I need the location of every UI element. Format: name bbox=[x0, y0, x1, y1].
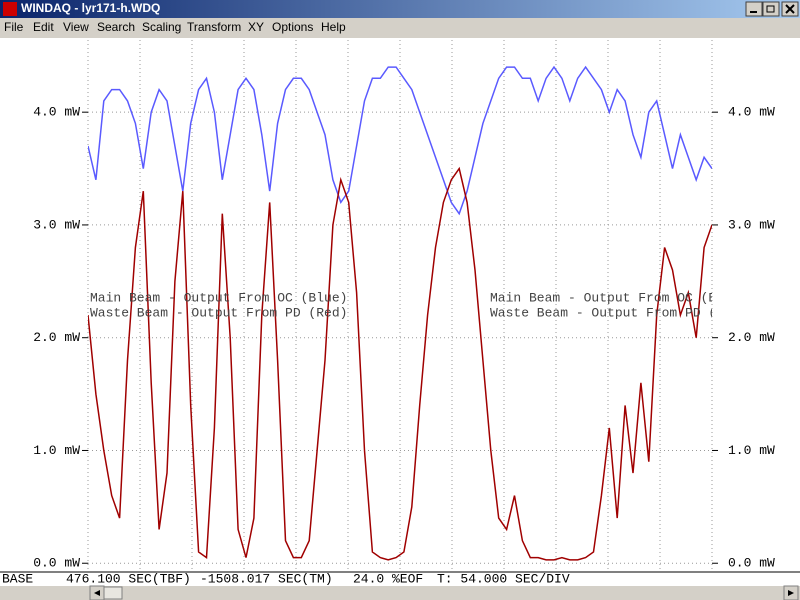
menu-item[interactable]: Options bbox=[272, 20, 313, 34]
y-tick-label: 3.0 mW bbox=[33, 217, 80, 232]
status-field: 476.100 SEC(TBF) bbox=[66, 571, 191, 586]
y2-tick-label: 2.0 mW bbox=[728, 330, 775, 345]
menu-item[interactable]: Help bbox=[321, 20, 346, 34]
y-tick-label: 1.0 mW bbox=[33, 443, 80, 458]
window-title: WINDAQ - lyr171-h.WDQ bbox=[21, 1, 160, 15]
app-icon bbox=[3, 2, 17, 16]
menu-item[interactable]: Transform bbox=[187, 20, 241, 34]
y-tick-label: 0.0 mW bbox=[33, 556, 80, 571]
y2-tick-label: 0.0 mW bbox=[728, 556, 775, 571]
menu-item[interactable]: View bbox=[63, 20, 89, 34]
y2-tick-label: 4.0 mW bbox=[728, 105, 775, 120]
window-buttons bbox=[746, 2, 798, 16]
y2-tick-label: 3.0 mW bbox=[728, 217, 775, 232]
menu-item[interactable]: XY bbox=[248, 20, 264, 34]
status-field: BASE bbox=[2, 571, 33, 586]
channel-annotation: Main Beam - Output From OC (Blue) bbox=[490, 290, 747, 305]
channel-annotation: Waste Beam - Output From PD (Red) bbox=[90, 305, 347, 320]
restore-button[interactable] bbox=[763, 2, 779, 16]
status-field: 24.0 %EOF bbox=[353, 571, 423, 586]
y2-tick-label: 1.0 mW bbox=[728, 443, 775, 458]
status-field: T: 54.000 SEC/DIV bbox=[437, 571, 570, 586]
scroll-thumb[interactable] bbox=[104, 587, 122, 599]
channel-annotation: Main Beam - Output From OC (Blue) bbox=[90, 290, 347, 305]
menu-item[interactable]: Scaling bbox=[142, 20, 181, 34]
channel-annotation: Waste Beam - Output From PD (Red) bbox=[490, 305, 747, 320]
y-tick-label: 2.0 mW bbox=[33, 330, 80, 345]
menu-item[interactable]: File bbox=[4, 20, 24, 34]
menu-item[interactable]: Edit bbox=[33, 20, 54, 34]
menu-item[interactable]: Search bbox=[97, 20, 135, 34]
status-field: -1508.017 SEC(TM) bbox=[200, 571, 333, 586]
y-tick-label: 4.0 mW bbox=[33, 105, 80, 120]
minimize-button[interactable] bbox=[746, 2, 762, 16]
